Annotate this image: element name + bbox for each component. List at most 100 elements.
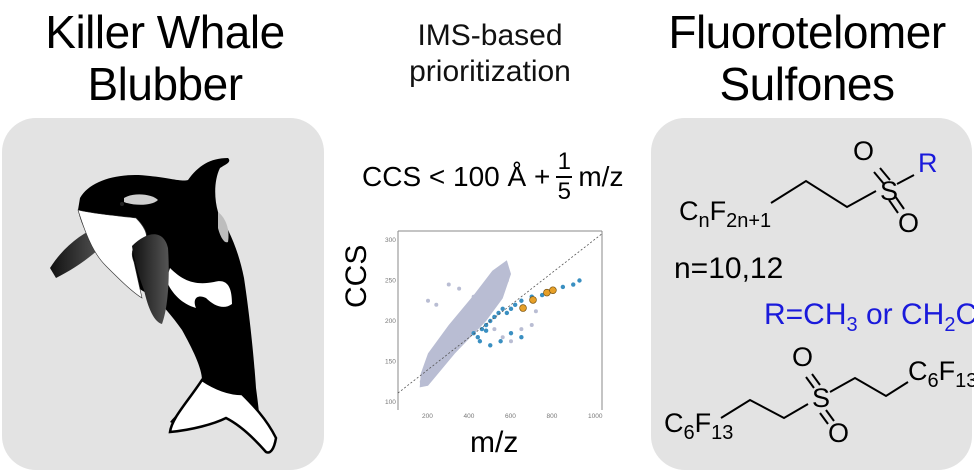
- scatter-point: [483, 322, 489, 328]
- structure2-sulfur: S: [812, 383, 831, 413]
- scatter-point: [419, 379, 424, 384]
- killer-whale-icon: [50, 158, 278, 454]
- structure2-right-chain: C6F13: [908, 356, 974, 392]
- scatter-point: [508, 330, 514, 336]
- scatter-point: [500, 306, 505, 312]
- scatter-point: [457, 286, 462, 291]
- scatter-point: [509, 339, 513, 344]
- structure2-left-chain: C6F13: [664, 408, 734, 444]
- right-title-line2: Sulfones: [719, 58, 895, 110]
- scatter-point: [488, 318, 493, 324]
- scatter-point: [446, 347, 451, 352]
- right-title-line1: Fluorotelomer: [668, 6, 946, 58]
- scatter-point: [467, 323, 472, 328]
- scatter-point: [512, 302, 518, 307]
- fraction-bar: [556, 176, 573, 178]
- fluorotelomer-sulfone-point: [529, 296, 537, 304]
- scatter-point: [577, 278, 582, 283]
- fraction-numerator: 1: [557, 148, 572, 175]
- formula-fraction: 1 5: [556, 148, 573, 205]
- scatter-point: [446, 331, 451, 336]
- left-title: Killer Whale Blubber: [0, 6, 330, 110]
- data-points: [419, 260, 582, 388]
- x-tick-label: 400: [464, 413, 475, 420]
- r-group-definition: R=CH3 or CH2Cl: [764, 298, 974, 336]
- formula-lhs: CCS < 100 Å +: [362, 161, 551, 192]
- scatter-point: [519, 327, 524, 332]
- prioritization-formula: CCS < 100 Å + 1 5 m/z: [362, 142, 623, 212]
- x-axis-label: m/z: [470, 426, 519, 459]
- scatter-point: [471, 330, 476, 336]
- scatter-point: [438, 347, 443, 352]
- structure1-chain-label: CnF2n+1: [679, 196, 772, 232]
- x-tick-label: 800: [547, 413, 558, 420]
- scatter-point: [500, 335, 505, 340]
- axis-ticks: 100 150 200 250 300 200 400 600 800 1000: [385, 237, 603, 420]
- middle-title-line2: prioritization: [409, 55, 571, 88]
- scatter-point: [498, 339, 503, 344]
- scatter-point: [519, 335, 524, 340]
- structure2-o-top: O: [792, 342, 814, 372]
- y-tick-label: 250: [385, 278, 396, 285]
- scatter-point: [571, 282, 576, 287]
- scatter-point: [426, 298, 430, 303]
- y-tick-label: 100: [385, 399, 396, 406]
- scatter-point: [455, 319, 460, 323]
- structure1-o-top: O: [853, 136, 875, 166]
- scatter-point: [519, 298, 524, 303]
- n-values: n=10,12: [674, 252, 784, 285]
- scatter-point: [508, 306, 514, 312]
- y-tick-label: 200: [385, 318, 396, 325]
- fluorotelomer-structures-panel: [651, 118, 972, 470]
- middle-title: IMS-based prioritization: [340, 18, 640, 90]
- scatter-point: [529, 323, 534, 328]
- scatter-point: [560, 284, 566, 290]
- scatter-point: [504, 310, 510, 316]
- highlight-points: [519, 286, 557, 312]
- structure1-sulfur: S: [880, 176, 899, 206]
- x-tick-label: 200: [422, 413, 433, 420]
- right-title: Fluorotelomer Sulfones: [640, 6, 974, 110]
- scatter-point: [550, 288, 555, 293]
- scatter-point: [463, 306, 468, 311]
- feature-density-band: [419, 260, 511, 388]
- formula-rhs: m/z: [578, 161, 624, 192]
- killer-whale-panel: [2, 118, 324, 470]
- structure1-o-bottom: O: [898, 208, 920, 238]
- x-tick-label: 600: [505, 413, 516, 420]
- fluorotelomer-sulfone-point: [519, 304, 527, 312]
- scatter-point: [488, 278, 493, 283]
- scatter-point: [477, 339, 483, 344]
- scatter-point: [488, 298, 493, 303]
- scatter-point: [446, 282, 451, 287]
- scatter-point: [529, 294, 534, 299]
- threshold-line: [397, 233, 603, 394]
- fluorotelomer-sulfone-point: [549, 286, 557, 294]
- x-tick-label: 1000: [588, 413, 603, 420]
- scatter-point: [504, 278, 509, 283]
- scatter-point: [539, 292, 545, 298]
- scatter-point: [492, 314, 497, 320]
- plot-frame: [397, 230, 603, 410]
- scatter-point: [426, 371, 430, 376]
- y-tick-label: 300: [385, 237, 396, 244]
- scatter-point: [496, 310, 501, 316]
- scatter-point: [430, 359, 435, 364]
- scatter-point: [492, 327, 497, 332]
- y-axis-label: CCS: [340, 244, 373, 308]
- scatter-point: [457, 335, 462, 340]
- scatter-point: [533, 309, 538, 314]
- scatter-point: [477, 310, 482, 315]
- scatter-point: [479, 286, 484, 291]
- structure1-r-group: R: [918, 148, 938, 178]
- left-title-line2: Blubber: [87, 58, 243, 110]
- scatter-point: [434, 302, 439, 307]
- middle-title-line1: IMS-based: [417, 19, 563, 52]
- structure2-o-bottom: O: [828, 418, 850, 448]
- scatter-point: [479, 326, 485, 332]
- left-title-line1: Killer Whale: [45, 6, 285, 58]
- scatter-point: [498, 286, 503, 291]
- fraction-denominator: 5: [557, 178, 572, 205]
- scatter-point: [483, 328, 489, 333]
- scatter-point: [488, 343, 493, 348]
